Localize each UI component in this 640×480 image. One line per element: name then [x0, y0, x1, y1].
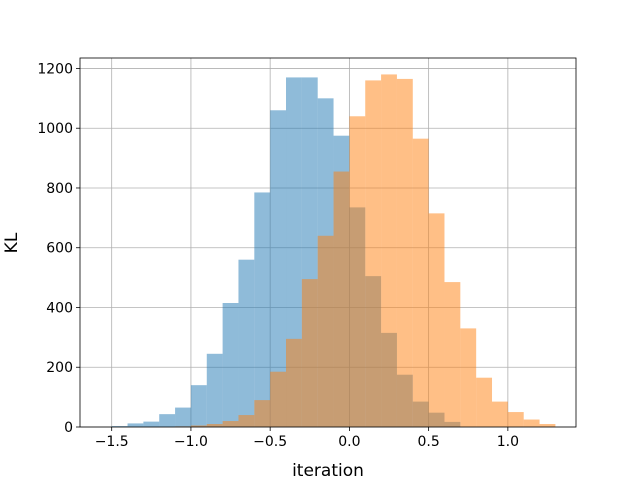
histogram-bar	[206, 424, 223, 427]
histogram-bar	[396, 78, 413, 427]
histogram-bar	[143, 421, 160, 427]
plot-frame	[79, 57, 577, 428]
histogram-bar	[444, 282, 461, 427]
histogram-bar	[333, 171, 350, 427]
histogram-bar	[222, 303, 239, 427]
x-tick-label: 0.5	[417, 434, 439, 450]
histogram-bar	[254, 192, 271, 427]
y-tick-label: 800	[46, 181, 73, 197]
histogram-bar	[159, 414, 176, 427]
histogram-bar	[238, 415, 255, 427]
histogram-bar	[507, 412, 524, 427]
y-axis-label: KL	[2, 232, 22, 253]
y-tick-label: 1000	[37, 121, 73, 137]
y-tick-label: 0	[64, 420, 73, 436]
x-tick-label: 0.0	[338, 434, 360, 450]
y-tick-label: 600	[46, 241, 73, 257]
histogram-bar	[381, 74, 397, 427]
y-tick-label: 200	[46, 360, 73, 376]
histogram-bar	[460, 328, 477, 427]
x-tick-label: −0.5	[253, 434, 287, 450]
histogram-bar	[270, 371, 287, 427]
histogram-bar	[428, 213, 445, 427]
y-tick-label: 400	[46, 300, 73, 316]
histogram-bar	[222, 421, 239, 427]
histogram-bar	[492, 401, 508, 427]
histogram-bar	[270, 110, 287, 428]
histogram-bar	[206, 353, 223, 427]
y-tick-label: 1200	[37, 61, 73, 77]
histogram-bar	[286, 338, 302, 427]
histogram-bar	[238, 259, 255, 427]
histogram-bar	[175, 407, 191, 427]
histogram-bar	[523, 419, 540, 427]
histogram-bar	[254, 400, 271, 427]
histogram-bars	[111, 74, 556, 428]
x-tick-label: −1.0	[174, 434, 208, 450]
x-axis-label: iteration	[292, 461, 364, 480]
series-2-bars	[175, 74, 556, 428]
histogram-bar	[190, 385, 207, 427]
x-axis-ticks: −1.5 −1.0 −0.5 0.0 0.5 1.0	[95, 427, 519, 450]
histogram-bar	[317, 235, 334, 427]
histogram-bar	[127, 423, 144, 427]
histogram-bar	[365, 80, 382, 427]
histogram-bar	[301, 279, 318, 427]
x-tick-label: −1.5	[95, 434, 129, 450]
histogram-bar	[111, 426, 128, 427]
histogram-bar	[349, 116, 366, 428]
histogram-bar	[412, 138, 429, 427]
histogram-bar	[539, 424, 556, 427]
histogram-bar	[476, 377, 493, 427]
y-axis-ticks: 0 200 400 600 800 1000 1200	[37, 61, 80, 436]
x-tick-label: 1.0	[497, 434, 519, 450]
histogram-bar	[190, 425, 207, 427]
